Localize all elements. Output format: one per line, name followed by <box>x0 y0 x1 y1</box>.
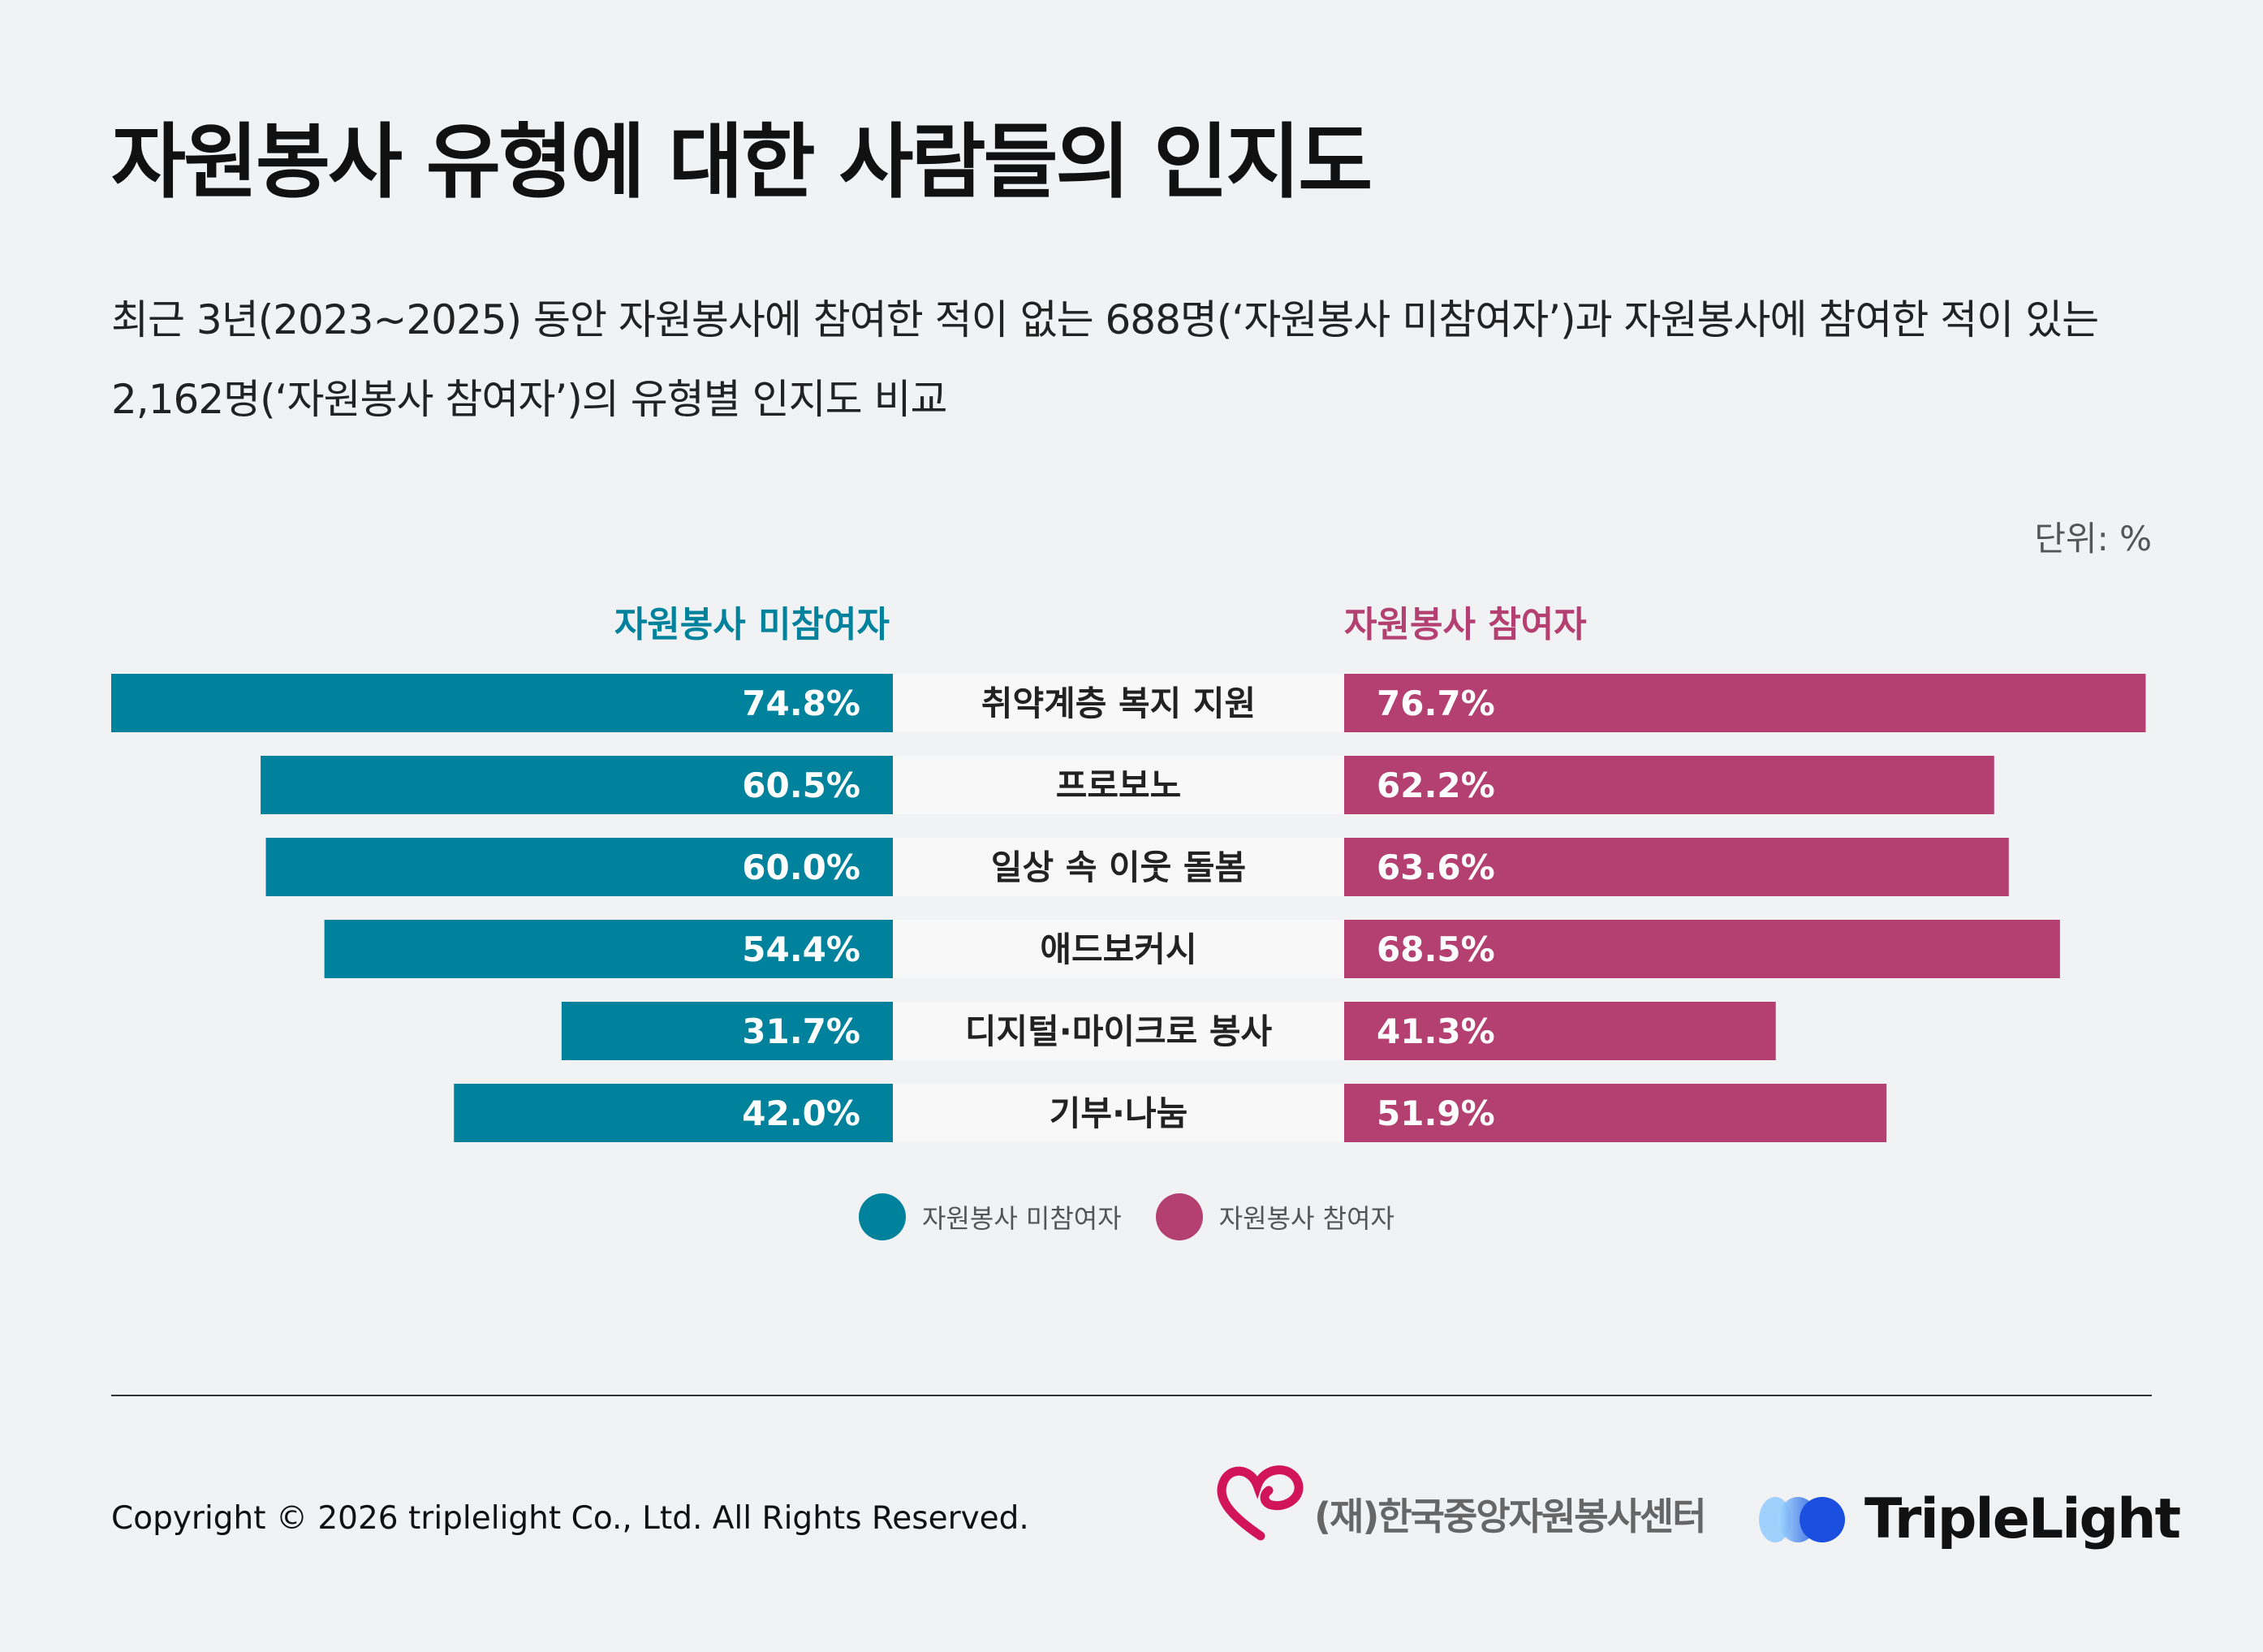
bar-participant <box>1344 1002 1776 1060</box>
footer-divider <box>111 1395 2152 1396</box>
category-label: 애드보커시 <box>1040 930 1196 969</box>
legend-item-non-participant: 자원봉사 미참여자 <box>859 1193 1122 1240</box>
bar-non-participant <box>454 1084 893 1142</box>
data-label-non-participant: 60.5% <box>742 766 860 805</box>
data-label-participant: 41.3% <box>1377 1011 1495 1051</box>
category-label: 일상 속 이웃 돌봄 <box>991 848 1246 887</box>
group-label-non-participant: 자원봉사 미참여자 <box>614 604 890 645</box>
bar-participant <box>1344 920 2060 978</box>
data-label-non-participant: 31.7% <box>742 1011 860 1051</box>
triplelight-logo-icon <box>1759 1496 1845 1542</box>
brand-name: TripleLight <box>1864 1487 2181 1551</box>
data-label-participant: 68.5% <box>1377 930 1495 969</box>
legend-label-participant: 자원봉사 참여자 <box>1218 1203 1394 1234</box>
category-label: 디지털·마이크로 봉사 <box>965 1011 1273 1051</box>
bar-participant <box>1344 838 2009 896</box>
data-label-participant: 63.6% <box>1377 848 1495 887</box>
bar-non-participant <box>111 674 893 732</box>
brand-logo: TripleLight <box>1757 1487 2181 1551</box>
bar-participant <box>1344 674 2146 732</box>
chart-title: 자원봉사 유형에 대한 사람들의 인지도 <box>111 114 1373 209</box>
legend-swatch-participant <box>1155 1193 1203 1240</box>
category-band <box>893 1084 1344 1142</box>
bar-participant <box>1344 1084 1887 1142</box>
data-label-participant: 76.7% <box>1377 684 1495 723</box>
bar-non-participant <box>324 920 893 978</box>
category-band <box>893 1002 1344 1060</box>
org-logo: (재)한국중앙자원봉사센터 <box>1213 1461 1707 1542</box>
bar-non-participant <box>265 838 893 896</box>
category-label: 기부·나눔 <box>1050 1093 1188 1133</box>
chart-subtitle: 최근 3년(2023~2025) 동안 자원봉사에 참여한 적이 없는 688명… <box>111 296 2099 423</box>
category-band <box>893 920 1344 978</box>
category-label: 프로보노 <box>1056 766 1182 805</box>
unit-label: 단위: % <box>2034 519 2152 559</box>
group-label-participant: 자원봉사 참여자 <box>1344 604 1587 645</box>
org-name: (재)한국중앙자원봉사센터 <box>1314 1495 1707 1538</box>
data-label-participant: 51.9% <box>1377 1093 1495 1133</box>
category-band <box>893 674 1344 732</box>
bar-non-participant <box>561 1002 893 1060</box>
butterfly-bar-chart: 74.8% 76.7% 취약계층 복지 지원 60.5% 62.2% 프로보노 60.0% 6… <box>111 674 2146 1142</box>
data-label-non-participant: 74.8% <box>742 684 860 723</box>
copyright-text: Copyright © 2026 triplelight Co., Ltd. A… <box>111 1500 1029 1537</box>
data-label-non-participant: 60.0% <box>742 848 860 887</box>
bar-non-participant <box>261 756 894 814</box>
legend-label-non-participant: 자원봉사 미참여자 <box>922 1203 1122 1234</box>
data-label-participant: 62.2% <box>1377 766 1495 805</box>
bar-participant <box>1344 756 1994 814</box>
category-label: 취약계층 복지 지원 <box>981 684 1256 723</box>
category-band <box>893 838 1344 896</box>
chart-legend: 자원봉사 미참여자 자원봉사 참여자 <box>859 1193 1429 1240</box>
category-band <box>893 756 1344 814</box>
heart-logo-icon <box>1217 1465 1304 1541</box>
legend-item-participant: 자원봉사 참여자 <box>1155 1193 1394 1240</box>
data-label-non-participant: 42.0% <box>742 1093 860 1133</box>
data-label-non-participant: 54.4% <box>742 930 860 969</box>
legend-swatch-non-participant <box>859 1193 906 1240</box>
